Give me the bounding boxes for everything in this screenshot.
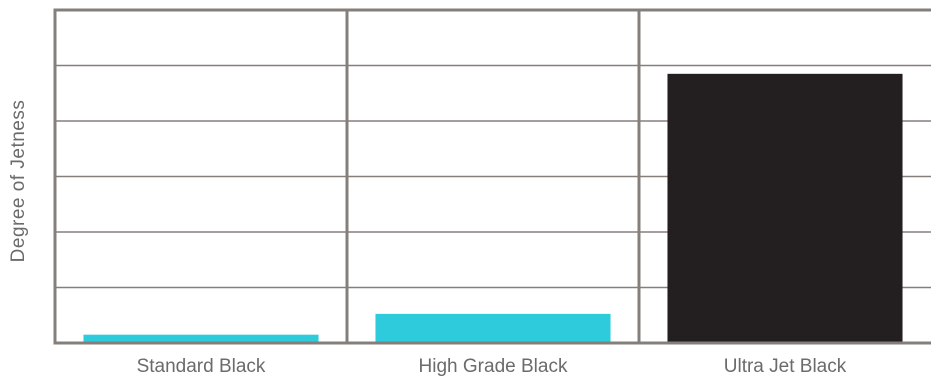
- bars: [83, 73, 903, 343]
- x-tick-label: Standard Black: [137, 356, 266, 377]
- x-tick-labels: Standard Black High Grade Black Ultra Jet …: [137, 356, 847, 377]
- bar-standard-black: [83, 334, 319, 343]
- x-tick-label: Ultra Jet Black: [724, 356, 847, 377]
- x-tick-label: High Grade Black: [419, 356, 568, 377]
- frame: [53, 8, 931, 345]
- category-dividers: [345, 10, 641, 343]
- y-axis-title: Degree of Jetness: [8, 100, 29, 263]
- bar-ultra-jet-black: [667, 73, 903, 343]
- bar-high-grade-black: [375, 313, 611, 343]
